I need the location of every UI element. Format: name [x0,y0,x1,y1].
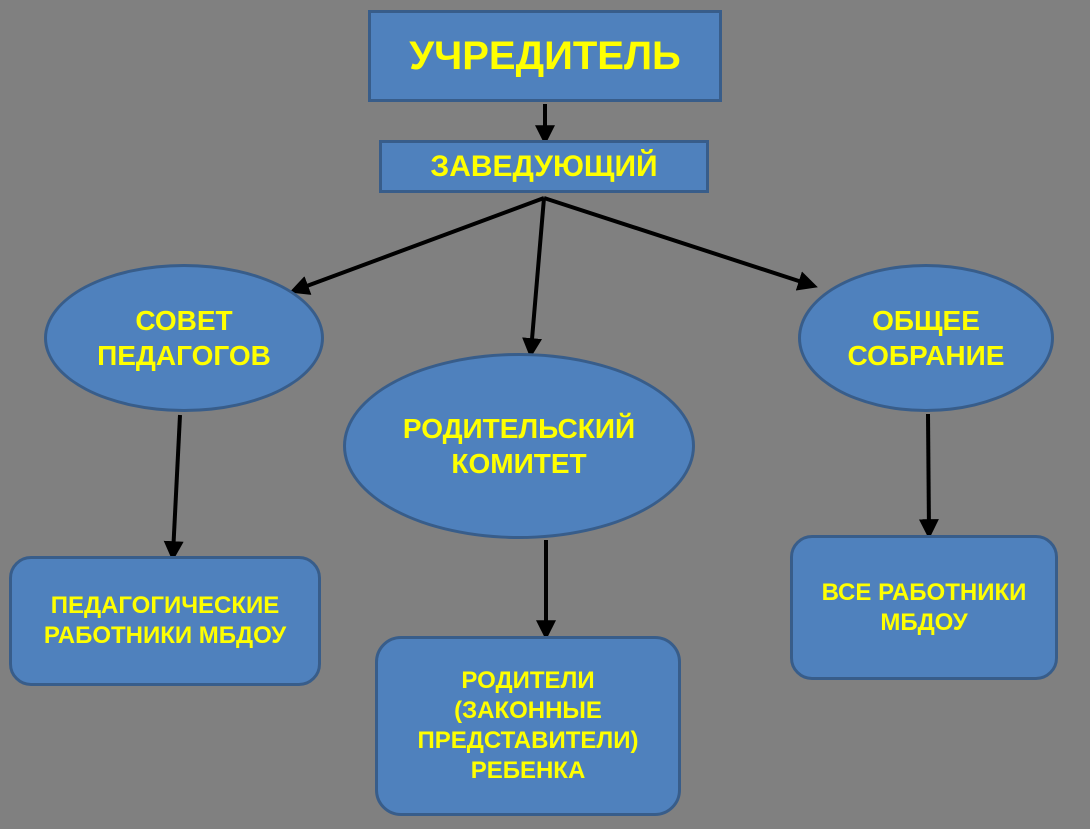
edge-pedagogical_council-ped_workers [173,415,180,554]
node-label-head: ЗАВЕДУЮЩИЙ [418,142,669,192]
edge-head-general_meeting [544,198,811,285]
node-label-founder: УЧРЕДИТЕЛЬ [397,25,693,87]
node-parents: РОДИТЕЛИ (ЗАКОННЫЕ ПРЕДСТАВИТЕЛИ) РЕБЕНК… [375,636,681,816]
node-label-parent_committee: РОДИТЕЛЬСКИЙ КОМИТЕТ [346,405,692,487]
node-general_meeting: ОБЩЕЕ СОБРАНИЕ [798,264,1054,412]
node-ped_workers: ПЕДАГОГИЧЕСКИЕ РАБОТНИКИ МБДОУ [9,556,321,686]
node-label-ped_workers: ПЕДАГОГИЧЕСКИЕ РАБОТНИКИ МБДОУ [12,585,318,657]
node-pedagogical_council: СОВЕТ ПЕДАГОГОВ [44,264,324,412]
edge-general_meeting-all_workers [928,414,929,532]
diagram-canvas: УЧРЕДИТЕЛЬ ЗАВЕДУЮЩИЙ СОВЕТ ПЕДАГОГОВ РОДИТ… [0,0,1090,829]
node-all_workers: ВСЕ РАБОТНИКИ МБДОУ [790,535,1058,680]
node-founder: УЧРЕДИТЕЛЬ [368,10,722,102]
node-head: ЗАВЕДУЮЩИЙ [379,140,709,193]
node-label-pedagogical_council: СОВЕТ ПЕДАГОГОВ [47,297,321,379]
node-label-all_workers: ВСЕ РАБОТНИКИ МБДОУ [793,572,1055,644]
edge-head-parent_committee [531,198,544,351]
node-label-parents: РОДИТЕЛИ (ЗАКОННЫЕ ПРЕДСТАВИТЕЛИ) РЕБЕНК… [378,660,678,792]
node-label-general_meeting: ОБЩЕЕ СОБРАНИЕ [801,297,1051,379]
node-parent_committee: РОДИТЕЛЬСКИЙ КОМИТЕТ [343,353,695,539]
edge-head-pedagogical_council [296,198,544,290]
